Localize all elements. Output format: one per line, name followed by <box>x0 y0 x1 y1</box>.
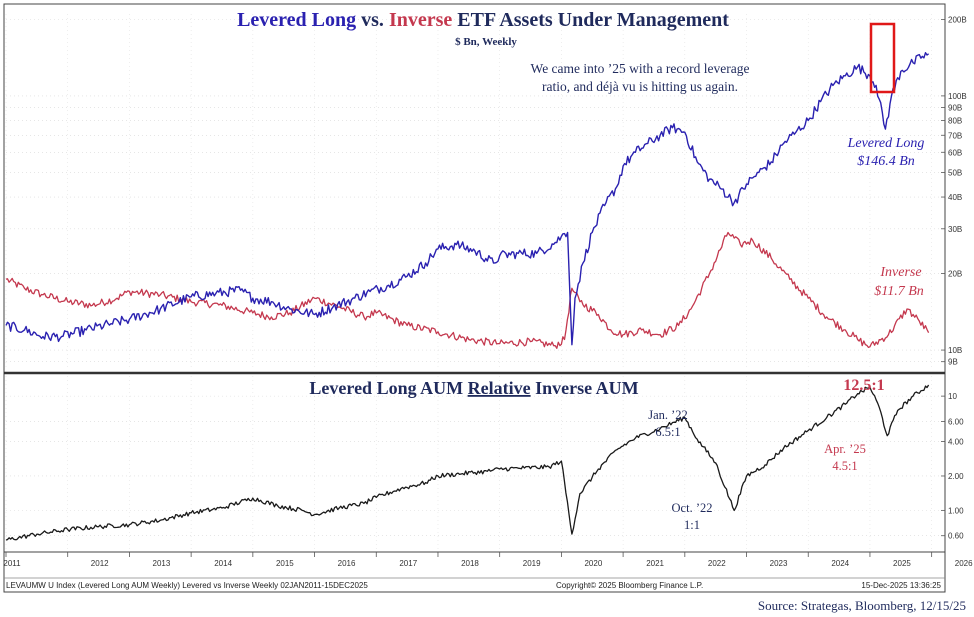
footer-index-text: LEVAUMW U Index (Levered Long AUM Weekly… <box>6 581 368 590</box>
y-tick-label: 6.00 <box>948 417 964 426</box>
bottom-title-relative: Relative <box>468 378 531 398</box>
y-tick-label: 10B <box>948 346 962 355</box>
highlight-box <box>869 22 896 94</box>
x-tick-label: 2011 <box>3 559 21 568</box>
y-tick-label: 60B <box>948 148 962 157</box>
x-axis: 2011 2012 2013 2014 2015 2016 2017 2018 2019 2020… <box>3 552 973 568</box>
bottom-y-axis: 0.60 1.00 2.00 4.00 6.00 10 <box>941 392 964 541</box>
annotation-line-2: ratio, and déjà vu is hitting us again. <box>542 79 738 94</box>
y-tick-label: 200B <box>948 15 967 24</box>
footer-copyright: Copyright© 2025 Bloomberg Finance L.P. <box>556 581 703 590</box>
jan22-label-line1: Jan. ’22 <box>648 408 688 422</box>
y-tick-label: 90B <box>948 104 962 113</box>
x-tick-label: 2016 <box>338 559 356 568</box>
x-tick-label: 2024 <box>831 559 849 568</box>
current-ratio-label: 12.5:1 <box>843 377 884 394</box>
footer-timestamp: 15-Dec-2025 13:36:25 <box>861 581 941 590</box>
y-tick-label: 40B <box>948 193 962 202</box>
y-tick-label: 1.00 <box>948 506 964 515</box>
x-tick-label: 2021 <box>646 559 664 568</box>
levered-long-label: Levered Long <box>847 136 925 151</box>
y-tick-label: 100B <box>948 92 967 101</box>
top-y-axis: 9B 10B 20B 30B 40B 50B 60B 70B 80B 90B 100B 200B <box>941 15 967 367</box>
y-tick-label: 70B <box>948 131 962 140</box>
source-note: Source: Strategas, Bloomberg, 12/15/25 <box>758 598 966 613</box>
top-chart-title: Levered Long vs. Inverse ETF Assets Unde… <box>237 9 729 31</box>
x-tick-label: 2012 <box>91 559 109 568</box>
y-tick-label: 2.00 <box>948 472 964 481</box>
y-tick-label: 9B <box>948 358 958 367</box>
inverse-value: $11.7 Bn <box>874 284 924 299</box>
bottom-title-part1: Levered Long AUM <box>309 378 467 398</box>
inverse-label: Inverse <box>879 265 921 280</box>
y-tick-label: 10 <box>948 392 957 401</box>
title-levered-long: Levered Long <box>237 9 356 31</box>
x-tick-label: 2022 <box>708 559 726 568</box>
annotation-line-1: We came into ’25 with a record leverage <box>531 61 750 76</box>
x-tick-label: 2014 <box>214 559 232 568</box>
x-tick-label: 2019 <box>523 559 541 568</box>
jan22-label-line2: 6.5:1 <box>655 425 680 439</box>
apr25-label-line2: 4.5:1 <box>832 459 857 473</box>
x-tick-label: 2015 <box>276 559 294 568</box>
inverse-series-line <box>5 231 930 349</box>
levered-long-value: $146.4 Bn <box>857 154 915 169</box>
y-tick-label: 80B <box>948 117 962 126</box>
x-tick-label: 2018 <box>461 559 479 568</box>
levered-long-series-line <box>5 52 930 346</box>
top-chart-subtitle: $ Bn, Weekly <box>455 36 517 48</box>
bottom-title-part3: Inverse AUM <box>531 378 639 398</box>
x-tick-label: 2025 <box>893 559 911 568</box>
oct22-label-line2: 1:1 <box>684 518 700 532</box>
x-tick-label: 2020 <box>584 559 602 568</box>
x-tick-label: 2017 <box>399 559 417 568</box>
y-tick-label: 50B <box>948 168 962 177</box>
title-rest: ETF Assets Under Management <box>452 9 729 31</box>
x-tick-label: 2013 <box>153 559 171 568</box>
x-tick-label: 2023 <box>770 559 788 568</box>
title-inverse: Inverse <box>389 9 452 31</box>
chart-border <box>3 3 946 593</box>
apr25-label-line1: Apr. ’25 <box>824 442 866 456</box>
top-grid <box>5 14 941 550</box>
x-tick-label: 2026 <box>955 559 973 568</box>
title-vs: vs. <box>356 9 389 31</box>
ratio-series-line <box>5 384 930 541</box>
bottom-chart-title: Levered Long AUM Relative Inverse AUM <box>309 378 638 398</box>
y-tick-label: 4.00 <box>948 438 964 447</box>
y-tick-label: 0.60 <box>948 532 964 541</box>
y-tick-label: 20B <box>948 270 962 279</box>
oct22-label-line1: Oct. ’22 <box>672 501 713 515</box>
y-tick-label: 30B <box>948 225 962 234</box>
